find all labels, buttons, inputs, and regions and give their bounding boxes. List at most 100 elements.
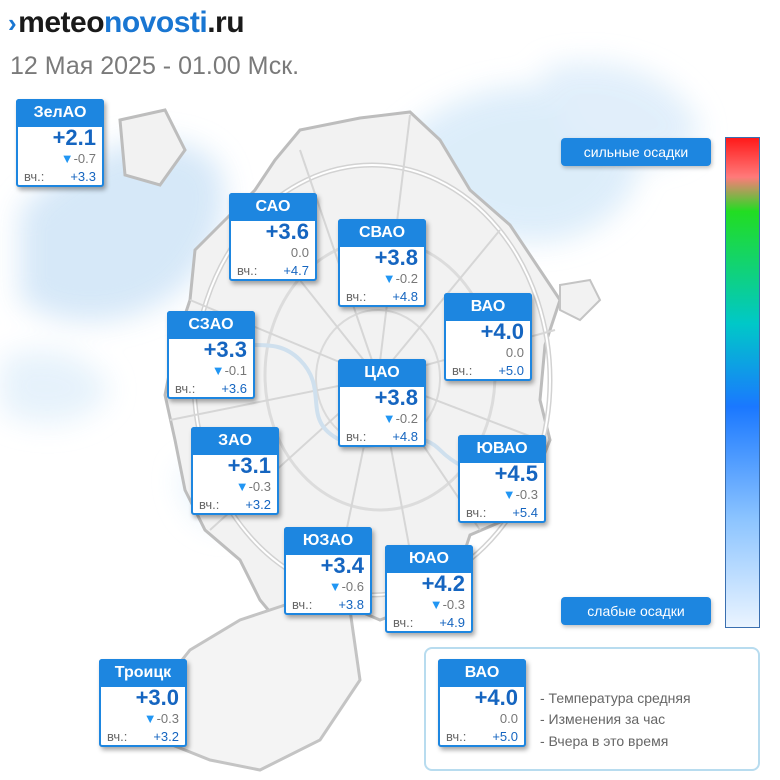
yesterday-value: +3.6: [221, 381, 247, 396]
legend-line-hourly-change: - Изменения за час: [540, 711, 666, 727]
district-temperature: +4.5: [494, 461, 538, 486]
precipitation-color-scale: [725, 137, 760, 628]
district-temperature: +3.0: [135, 685, 179, 710]
district-temperature: +2.1: [52, 125, 96, 150]
chevron-logo-icon: ›: [8, 8, 17, 38]
yesterday-value: +5.0: [498, 363, 524, 378]
triangle-down-icon: ▼: [143, 711, 157, 726]
yesterday-row: вч.: +3.2: [107, 729, 179, 744]
yesterday-value: +4.7: [283, 263, 309, 278]
yesterday-label: вч.:: [107, 729, 128, 744]
district-name: ЮЗАО: [284, 527, 372, 555]
district-card[interactable]: ЮВАО +4.5 ▼-0.3 вч.: +5.4: [458, 435, 546, 523]
logo-prefix: meteo: [18, 6, 105, 39]
yesterday-row: вч.: +5.4: [466, 505, 538, 520]
yesterday-row: вч.: +4.8: [346, 289, 418, 304]
district-name: САО: [229, 193, 317, 221]
legend-card-name: ВАО: [438, 659, 526, 687]
triangle-down-icon: ▼: [60, 151, 74, 166]
legend-card-yesterday: вч.: +5.0: [446, 729, 518, 744]
triangle-down-icon: ▼: [382, 411, 396, 426]
date-time-subtitle: 12 Мая 2025 - 01.00 Мск.: [10, 52, 300, 80]
yesterday-value: +3.2: [153, 729, 179, 744]
logo-suffix: .ru: [207, 6, 245, 39]
hourly-change: ▼-0.1: [211, 363, 247, 378]
legend-line-yesterday: - Вчера в это время: [540, 733, 669, 749]
triangle-down-icon: ▼: [502, 487, 516, 502]
triangle-down-icon: ▼: [382, 271, 396, 286]
legend-card-temp: +4.0: [474, 685, 518, 710]
legend-line-temperature: - Температура средняя: [540, 690, 691, 706]
yesterday-value: +4.9: [439, 615, 465, 630]
yesterday-value: +4.8: [392, 429, 418, 444]
district-card[interactable]: САО +3.6 0.0 вч.: +4.7: [229, 193, 317, 281]
site-logo[interactable]: ›meteonovosti.ru: [8, 6, 245, 40]
yesterday-row: вч.: +4.7: [237, 263, 309, 278]
hourly-change: ▼-0.3: [235, 479, 271, 494]
triangle-down-icon: ▼: [235, 479, 249, 494]
legend-sample-card: ВАО +4.0 0.0 вч.: +5.0: [438, 659, 526, 747]
hourly-change: ▼-0.7: [60, 151, 96, 166]
yesterday-row: вч.: +3.6: [175, 381, 247, 396]
yesterday-value: +3.2: [245, 497, 271, 512]
district-card[interactable]: ЮЗАО +3.4 ▼-0.6 вч.: +3.8: [284, 527, 372, 615]
yesterday-label: вч.:: [346, 289, 367, 304]
hourly-change: ▼-0.3: [429, 597, 465, 612]
district-temperature: +3.4: [320, 553, 364, 578]
district-temperature: +3.6: [265, 219, 309, 244]
district-name: ВАО: [444, 293, 532, 321]
triangle-down-icon: ▼: [328, 579, 342, 594]
district-temperature: +3.8: [374, 385, 418, 410]
yesterday-row: вч.: +3.8: [292, 597, 364, 612]
hourly-change: ▼-0.6: [328, 579, 364, 594]
district-temperature: +3.3: [203, 337, 247, 362]
district-card[interactable]: ЗАО +3.1 ▼-0.3 вч.: +3.2: [191, 427, 279, 515]
district-name: ЗелАО: [16, 99, 104, 127]
district-name: СВАО: [338, 219, 426, 247]
heavy-precipitation-label: сильные осадки: [561, 138, 711, 166]
district-temperature: +3.8: [374, 245, 418, 270]
hourly-change: 0.0: [505, 345, 524, 360]
yesterday-label: вч.:: [393, 615, 414, 630]
district-name: ЮВАО: [458, 435, 546, 463]
yesterday-label: вч.:: [199, 497, 220, 512]
yesterday-label: вч.:: [346, 429, 367, 444]
legend-card-delta: 0.0: [499, 711, 518, 726]
district-card[interactable]: ЗелАО +2.1 ▼-0.7 вч.: +3.3: [16, 99, 104, 187]
hourly-change: ▼-0.3: [502, 487, 538, 502]
yesterday-label: вч.:: [24, 169, 45, 184]
district-card[interactable]: ЦАО +3.8 ▼-0.2 вч.: +4.8: [338, 359, 426, 447]
yesterday-value: +4.8: [392, 289, 418, 304]
yesterday-row: вч.: +5.0: [452, 363, 524, 378]
district-temperature: +4.2: [421, 571, 465, 596]
district-temperature: +4.0: [480, 319, 524, 344]
yesterday-label: вч.:: [175, 381, 196, 396]
yesterday-row: вч.: +3.2: [199, 497, 271, 512]
yesterday-row: вч.: +3.3: [24, 169, 96, 184]
yesterday-row: вч.: +4.9: [393, 615, 465, 630]
district-card[interactable]: ВАО +4.0 0.0 вч.: +5.0: [444, 293, 532, 381]
triangle-down-icon: ▼: [429, 597, 443, 612]
district-card[interactable]: СВАО +3.8 ▼-0.2 вч.: +4.8: [338, 219, 426, 307]
district-card[interactable]: ЮАО +4.2 ▼-0.3 вч.: +4.9: [385, 545, 473, 633]
district-name: ЦАО: [338, 359, 426, 387]
hourly-change: 0.0: [290, 245, 309, 260]
yesterday-label: вч.:: [237, 263, 258, 278]
district-temperature: +3.1: [227, 453, 271, 478]
logo-accent: novosti: [104, 6, 208, 39]
yesterday-value: +5.4: [512, 505, 538, 520]
yesterday-label: вч.:: [452, 363, 473, 378]
district-name: ЗАО: [191, 427, 279, 455]
yesterday-value: +3.3: [70, 169, 96, 184]
light-precipitation-label: слабые осадки: [561, 597, 711, 625]
district-card[interactable]: Троицк +3.0 ▼-0.3 вч.: +3.2: [99, 659, 187, 747]
district-card[interactable]: СЗАО +3.3 ▼-0.1 вч.: +3.6: [167, 311, 255, 399]
yesterday-label: вч.:: [466, 505, 487, 520]
district-name: Троицк: [99, 659, 187, 687]
hourly-change: ▼-0.3: [143, 711, 179, 726]
yesterday-label: вч.:: [292, 597, 313, 612]
yesterday-row: вч.: +4.8: [346, 429, 418, 444]
triangle-down-icon: ▼: [211, 363, 225, 378]
hourly-change: ▼-0.2: [382, 411, 418, 426]
